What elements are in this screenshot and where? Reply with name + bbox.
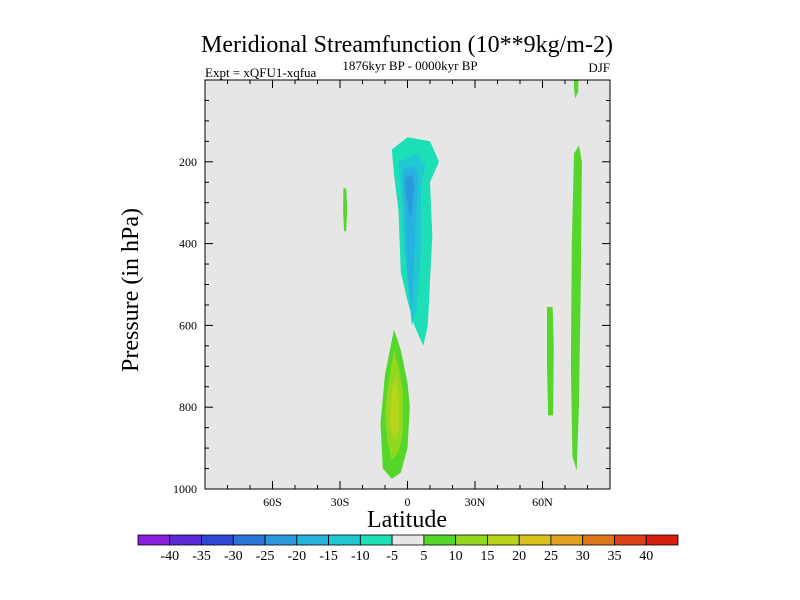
contour-blob-27S	[343, 188, 348, 232]
contour-fills	[248, 80, 597, 479]
colorbar-label: -30	[224, 549, 243, 564]
colorbar-label: -25	[256, 549, 275, 564]
colorbar-swatch	[169, 534, 202, 546]
y-axis-label: Pressure (in hPa)	[118, 208, 144, 372]
colorbar-swatch	[201, 534, 234, 546]
subtitle-center: 1876kyr BP - 0000kyr BP	[342, 58, 477, 73]
contour-deep-core	[403, 165, 419, 309]
colorbar-label: 35	[607, 549, 621, 564]
contour-strip-80N	[574, 80, 579, 99]
chart-title: Meridional Streamfunction (10**9kg/m-2)	[201, 32, 613, 58]
colorbar-swatch	[455, 534, 488, 546]
colorbar-swatch	[518, 534, 552, 546]
colorbar-label: -5	[386, 549, 398, 564]
y-tick-label: 600	[179, 318, 197, 332]
x-tick-label: 0	[405, 495, 411, 509]
colorbar-label: 40	[639, 549, 653, 564]
subtitle-right: DJF	[588, 60, 610, 75]
x-tick-label: 60N	[532, 495, 553, 509]
colorbar-label: 30	[576, 549, 590, 564]
contour-deeper-core	[405, 174, 415, 220]
colorbar-label: -35	[192, 549, 211, 564]
colorbar-label: 5	[420, 549, 427, 564]
contour-lower-positive-core	[389, 374, 399, 440]
plot-area: 60S 30S 0 30N 60N 200 400 600 800 1000	[173, 79, 611, 509]
colorbar-swatch	[137, 534, 171, 546]
colorbar-label: 15	[480, 549, 494, 564]
colorbar-swatch	[582, 534, 615, 546]
x-axis-label: Latitude	[367, 507, 447, 533]
y-tick-label: 400	[179, 237, 197, 251]
x-tick-label: 60S	[263, 495, 282, 509]
contour-strip-75S	[248, 86, 252, 444]
colorbar-label: -20	[287, 549, 306, 564]
x-tick-label: 30N	[465, 495, 486, 509]
contour-strip-85N	[594, 120, 597, 166]
y-tick-label: 200	[179, 155, 197, 169]
y-tick-label: 800	[179, 400, 197, 414]
contour-strip-73N	[570, 145, 582, 471]
colorbar-label: 20	[512, 549, 526, 564]
colorbar-label: -15	[319, 549, 338, 564]
colorbar-swatch	[614, 534, 647, 546]
colorbar-swatch	[487, 534, 520, 546]
colorbar-label: 25	[544, 549, 558, 564]
colorbar-label: -40	[160, 549, 179, 564]
colorbar-swatch	[359, 534, 393, 546]
x-tick-label: 30S	[331, 495, 350, 509]
colorbar-swatch	[645, 534, 679, 546]
colorbar-label: -10	[351, 549, 370, 564]
colorbar-swatch	[328, 534, 361, 546]
colorbar-swatch	[391, 534, 425, 546]
subtitle-left: Expt = xQFU1-xqfua	[205, 65, 317, 80]
colorbar-swatch	[232, 534, 266, 546]
contour-strip-57N	[547, 307, 554, 416]
colorbar: -40 -35 -30 -25 -20 -15 -10 -5 5 10 15 20 25 30 35 40	[137, 534, 679, 564]
colorbar-swatch	[550, 534, 584, 546]
y-tick-label: 1000	[173, 482, 197, 496]
colorbar-swatch	[423, 534, 457, 546]
colorbar-swatch	[264, 534, 298, 546]
colorbar-label: 10	[449, 549, 463, 564]
colorbar-swatch	[296, 534, 329, 546]
